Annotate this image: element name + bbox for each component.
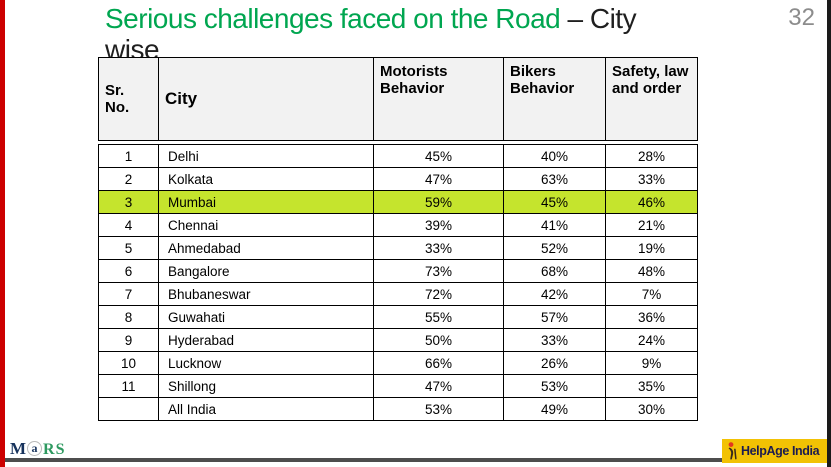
- motorists-behavior-cell: 66%: [373, 351, 504, 375]
- table-row: All India 53% 49% 30%: [98, 397, 698, 421]
- city-cell: Mumbai: [158, 190, 374, 214]
- bikers-behavior-cell: 45%: [503, 190, 606, 214]
- safety-law-order-cell: 46%: [605, 190, 698, 214]
- header-bikers-behavior: Bikers Behavior: [503, 57, 606, 141]
- helpage-logo-text: HelpAge India: [741, 444, 820, 458]
- bikers-behavior-cell: 40%: [503, 144, 606, 168]
- sr-no-cell: 8: [98, 305, 159, 329]
- sr-no-cell: 1: [98, 144, 159, 168]
- table-row: 9 Hyderabad 50% 33% 24%: [98, 328, 698, 352]
- sr-no-cell: 5: [98, 236, 159, 260]
- sr-no-cell: [98, 397, 159, 421]
- city-cell: Bangalore: [158, 259, 374, 283]
- mars-logo-rs: RS: [43, 441, 66, 458]
- safety-law-order-cell: 30%: [605, 397, 698, 421]
- city-cell: Delhi: [158, 144, 374, 168]
- mars-logo-a: a: [27, 441, 43, 456]
- safety-law-order-cell: 21%: [605, 213, 698, 237]
- table-row: 10 Lucknow 66% 26% 9%: [98, 351, 698, 375]
- table-row: 4 Chennai 39% 41% 21%: [98, 213, 698, 237]
- sr-no-cell: 2: [98, 167, 159, 191]
- motorists-behavior-cell: 72%: [373, 282, 504, 306]
- header-motorists-behavior: Motorists Behavior: [373, 57, 504, 141]
- bikers-behavior-cell: 52%: [503, 236, 606, 260]
- slide-bottom-rule: [0, 458, 831, 462]
- city-cell: Hyderabad: [158, 328, 374, 352]
- safety-law-order-cell: 33%: [605, 167, 698, 191]
- city-cell: Kolkata: [158, 167, 374, 191]
- bikers-behavior-cell: 53%: [503, 374, 606, 398]
- city-cell: Guwahati: [158, 305, 374, 329]
- safety-law-order-cell: 24%: [605, 328, 698, 352]
- safety-law-order-cell: 9%: [605, 351, 698, 375]
- table-header-row: Sr. No. City Motorists Behavior Bikers B…: [98, 57, 698, 141]
- bikers-behavior-cell: 57%: [503, 305, 606, 329]
- bikers-behavior-cell: 42%: [503, 282, 606, 306]
- motorists-behavior-cell: 73%: [373, 259, 504, 283]
- table-row: 11 Shillong 47% 53% 35%: [98, 374, 698, 398]
- table-body-rows: 1 Delhi 45% 40% 28% 2 Kolkata 47% 63% 33…: [98, 144, 698, 421]
- safety-law-order-cell: 48%: [605, 259, 698, 283]
- city-cell: Bhubaneswar: [158, 282, 374, 306]
- motorists-behavior-cell: 33%: [373, 236, 504, 260]
- table-row: 1 Delhi 45% 40% 28%: [98, 144, 698, 168]
- table-row: 6 Bangalore 73% 68% 48%: [98, 259, 698, 283]
- sr-no-cell: 3: [98, 190, 159, 214]
- bikers-behavior-cell: 41%: [503, 213, 606, 237]
- sr-no-cell: 6: [98, 259, 159, 283]
- mars-logo-m: M: [10, 439, 27, 458]
- motorists-behavior-cell: 53%: [373, 397, 504, 421]
- city-cell: All India: [158, 397, 374, 421]
- motorists-behavior-cell: 47%: [373, 374, 504, 398]
- helpage-india-logo: HelpAge India: [722, 439, 828, 463]
- motorists-behavior-cell: 55%: [373, 305, 504, 329]
- page-number: 32: [788, 4, 815, 31]
- safety-law-order-cell: 19%: [605, 236, 698, 260]
- bikers-behavior-cell: 33%: [503, 328, 606, 352]
- table-row: 3 Mumbai 59% 45% 46%: [98, 190, 698, 214]
- sr-no-cell: 10: [98, 351, 159, 375]
- safety-law-order-cell: 36%: [605, 305, 698, 329]
- table-row: 2 Kolkata 47% 63% 33%: [98, 167, 698, 191]
- safety-law-order-cell: 35%: [605, 374, 698, 398]
- table-body: 1 Delhi 45% 40% 28% 2 Kolkata 47% 63% 33…: [98, 144, 698, 421]
- table-header: Sr. No. City Motorists Behavior Bikers B…: [98, 57, 698, 141]
- left-edge-red-stripe: [0, 0, 5, 467]
- motorists-behavior-cell: 45%: [373, 144, 504, 168]
- city-cell: Chennai: [158, 213, 374, 237]
- sr-no-cell: 4: [98, 213, 159, 237]
- table-row: 7 Bhubaneswar 72% 42% 7%: [98, 282, 698, 306]
- right-edge-border: [827, 0, 831, 467]
- motorists-behavior-cell: 59%: [373, 190, 504, 214]
- safety-law-order-cell: 7%: [605, 282, 698, 306]
- bikers-behavior-cell: 49%: [503, 397, 606, 421]
- table-row: 8 Guwahati 55% 57% 36%: [98, 305, 698, 329]
- header-city: City: [158, 57, 374, 141]
- bikers-behavior-cell: 26%: [503, 351, 606, 375]
- bikers-behavior-cell: 63%: [503, 167, 606, 191]
- slide-title-green: Serious challenges faced on the Road: [105, 3, 568, 34]
- sr-no-cell: 9: [98, 328, 159, 352]
- motorists-behavior-cell: 47%: [373, 167, 504, 191]
- header-sr-no: Sr. No.: [98, 57, 159, 141]
- city-cell: Shillong: [158, 374, 374, 398]
- sr-no-cell: 11: [98, 374, 159, 398]
- motorists-behavior-cell: 50%: [373, 328, 504, 352]
- slide-title-suffix: – City wise: [105, 3, 637, 65]
- motorists-behavior-cell: 39%: [373, 213, 504, 237]
- slide-title: Serious challenges faced on the Road – C…: [105, 3, 690, 65]
- header-safety-law-order: Safety, law and order: [605, 57, 698, 141]
- sr-no-cell: 7: [98, 282, 159, 306]
- helpage-person-icon: [728, 442, 737, 460]
- table-row: 5 Ahmedabad 33% 52% 19%: [98, 236, 698, 260]
- city-challenges-table: Sr. No. City Motorists Behavior Bikers B…: [98, 57, 698, 421]
- city-cell: Ahmedabad: [158, 236, 374, 260]
- city-cell: Lucknow: [158, 351, 374, 375]
- bikers-behavior-cell: 68%: [503, 259, 606, 283]
- safety-law-order-cell: 28%: [605, 144, 698, 168]
